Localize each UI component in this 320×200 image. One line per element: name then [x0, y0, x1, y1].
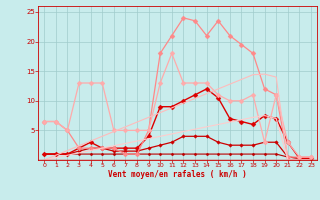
X-axis label: Vent moyen/en rafales ( km/h ): Vent moyen/en rafales ( km/h ): [108, 170, 247, 179]
